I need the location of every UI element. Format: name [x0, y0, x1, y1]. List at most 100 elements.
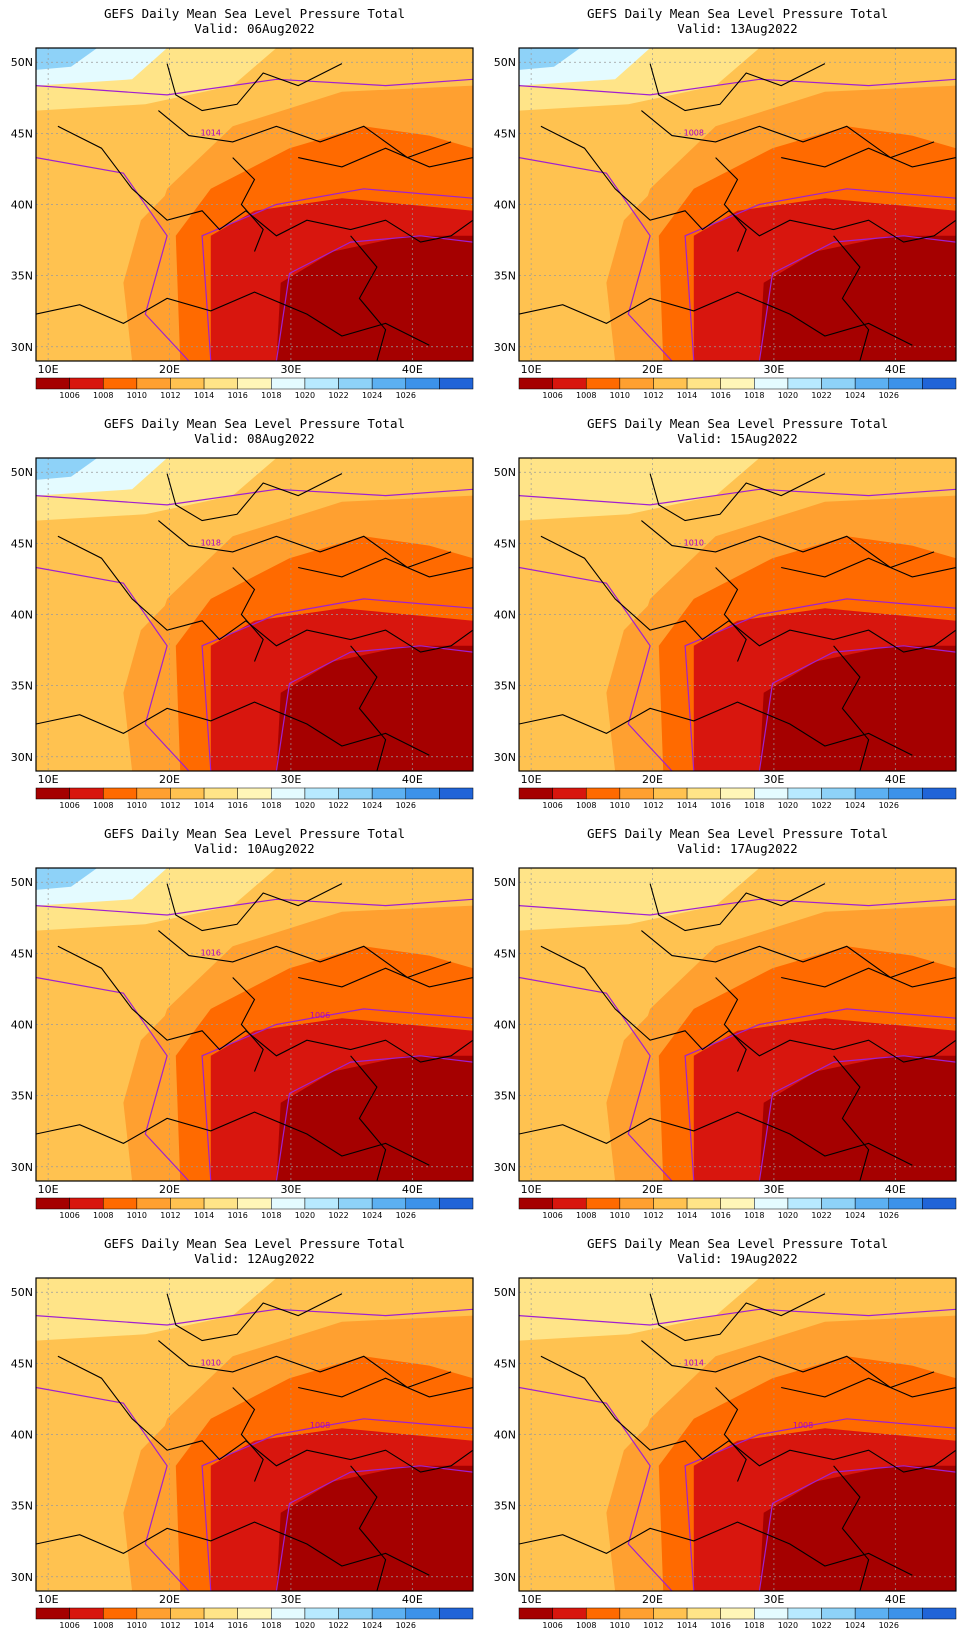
colorbar-swatch: [922, 787, 957, 800]
isobar-contour: [275, 1465, 473, 1591]
map-panel: GEFS Daily Mean Sea Level Pressure Total…: [11, 416, 474, 810]
colorbar-label: 1026: [879, 1211, 899, 1220]
colorbar-label: 1016: [228, 391, 248, 400]
x-tick-label: 20E: [159, 1183, 180, 1196]
colorbar-swatch: [922, 1607, 957, 1620]
colorbar-swatch: [922, 1197, 957, 1210]
country-border: [232, 567, 264, 662]
colorbar-swatch: [304, 377, 339, 390]
colorbar-label: 1016: [228, 1211, 248, 1220]
x-tick-label: 10E: [38, 1183, 59, 1196]
x-tick-label: 30E: [763, 1593, 784, 1606]
colorbar-swatch: [854, 787, 890, 800]
colorbar-label: 1008: [93, 801, 113, 810]
colorbar-swatch: [405, 1197, 440, 1210]
colorbar-swatch: [271, 787, 306, 800]
y-tick-label: 40N: [11, 1019, 33, 1032]
map-field: [36, 458, 473, 771]
y-tick-label: 30N: [494, 341, 516, 354]
country-border: [166, 883, 343, 932]
colorbar-swatch: [338, 1607, 373, 1620]
colorbar-swatch: [304, 787, 339, 800]
y-tick-label: 40N: [11, 609, 33, 622]
pressure-fill-north: [36, 48, 98, 70]
country-border: [36, 701, 430, 756]
y-tick-label: 35N: [11, 680, 33, 693]
colorbar-swatch: [854, 1607, 890, 1620]
panel-frame: [518, 867, 957, 1182]
map-panel: GEFS Daily Mean Sea Level Pressure Total…: [494, 6, 957, 400]
colorbar-label: 1006: [59, 1211, 79, 1220]
pressure-fill: [519, 1278, 956, 1591]
country-border: [649, 1293, 826, 1342]
x-tick-label: 30E: [763, 773, 784, 786]
colorbar-label: 1022: [328, 391, 348, 400]
country-border: [166, 473, 343, 522]
x-tick-label: 30E: [763, 1183, 784, 1196]
y-tick-label: 50N: [11, 1286, 33, 1299]
colorbar-swatch: [405, 1607, 440, 1620]
contour-label: 1016: [201, 949, 221, 958]
x-tick-label: 10E: [521, 1183, 542, 1196]
map-field: [519, 458, 956, 771]
y-tick-label: 35N: [11, 1090, 33, 1103]
panel-valid-date: Valid: 13Aug2022: [677, 21, 797, 36]
colorbar-swatch: [35, 787, 70, 800]
y-tick-label: 35N: [494, 1500, 516, 1513]
colorbar-label: 1016: [711, 391, 731, 400]
country-border: [641, 930, 935, 979]
colorbar-label: 1020: [295, 1211, 315, 1220]
colorbar-label: 1016: [711, 1621, 731, 1630]
colorbar-swatch: [102, 1197, 138, 1210]
country-border: [158, 930, 452, 979]
y-tick-label: 40N: [11, 199, 33, 212]
colorbar-label: 1026: [879, 391, 899, 400]
colorbar-swatch: [237, 787, 272, 800]
colorbar-swatch: [754, 377, 789, 390]
country-border: [781, 147, 956, 168]
contour-label: 1014: [684, 1359, 704, 1368]
country-border: [715, 1387, 747, 1482]
country-border: [232, 1387, 264, 1482]
contour-label: 1008: [793, 1421, 813, 1430]
country-border: [833, 1055, 870, 1181]
country-border: [158, 1340, 452, 1389]
x-tick-label: 40E: [402, 1183, 423, 1196]
country-border: [298, 557, 473, 578]
colorbar-label: 1024: [845, 391, 865, 400]
colorbar-swatch: [686, 1197, 721, 1210]
colorbar-label: 1024: [362, 801, 382, 810]
panel-title: GEFS Daily Mean Sea Level Pressure Total: [104, 826, 405, 841]
contour-label: 1010: [201, 1359, 221, 1368]
panel-valid-date: Valid: 17Aug2022: [677, 841, 797, 856]
colorbar-swatch: [518, 1607, 553, 1620]
y-tick-label: 35N: [494, 270, 516, 283]
panel-valid-date: Valid: 10Aug2022: [194, 841, 314, 856]
country-border: [781, 967, 956, 988]
isobar-contour: [36, 566, 190, 771]
colorbar-label: 1006: [542, 1621, 562, 1630]
colorbar-swatch: [35, 1197, 70, 1210]
pressure-fill: [759, 645, 956, 771]
y-tick-label: 50N: [11, 56, 33, 69]
colorbar-swatch: [854, 377, 890, 390]
colorbar-swatch: [405, 787, 440, 800]
colorbar-swatch: [338, 377, 373, 390]
colorbar-label: 1014: [194, 391, 214, 400]
country-border: [649, 883, 826, 932]
isobar-contour: [519, 157, 673, 361]
colorbar-swatch: [170, 1197, 205, 1210]
y-tick-label: 45N: [11, 127, 33, 140]
isobar-contour: [684, 188, 956, 361]
map-field: [519, 1278, 956, 1591]
y-tick-label: 45N: [494, 947, 516, 960]
colorbar-label: 1006: [59, 391, 79, 400]
colorbar-label: 1018: [744, 1621, 764, 1630]
isobar-contour: [519, 488, 956, 506]
y-tick-label: 45N: [11, 947, 33, 960]
y-tick-label: 40N: [494, 609, 516, 622]
map-field: [36, 868, 473, 1181]
x-tick-label: 20E: [159, 773, 180, 786]
colorbar-swatch: [69, 377, 104, 390]
